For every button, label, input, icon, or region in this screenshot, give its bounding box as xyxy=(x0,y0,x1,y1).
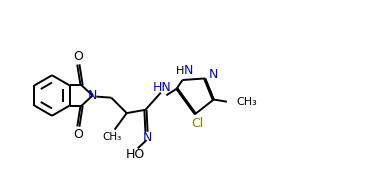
Text: CH₃: CH₃ xyxy=(102,132,122,142)
Text: HN: HN xyxy=(152,81,171,94)
Text: N: N xyxy=(184,64,193,77)
Text: N: N xyxy=(209,68,218,81)
Text: N: N xyxy=(143,131,152,144)
Text: O: O xyxy=(73,50,83,63)
Text: HO: HO xyxy=(125,148,145,161)
Text: N: N xyxy=(88,89,97,102)
Text: O: O xyxy=(73,128,83,141)
Text: H: H xyxy=(176,66,185,76)
Text: Cl: Cl xyxy=(191,117,203,130)
Text: CH₃: CH₃ xyxy=(236,97,257,107)
